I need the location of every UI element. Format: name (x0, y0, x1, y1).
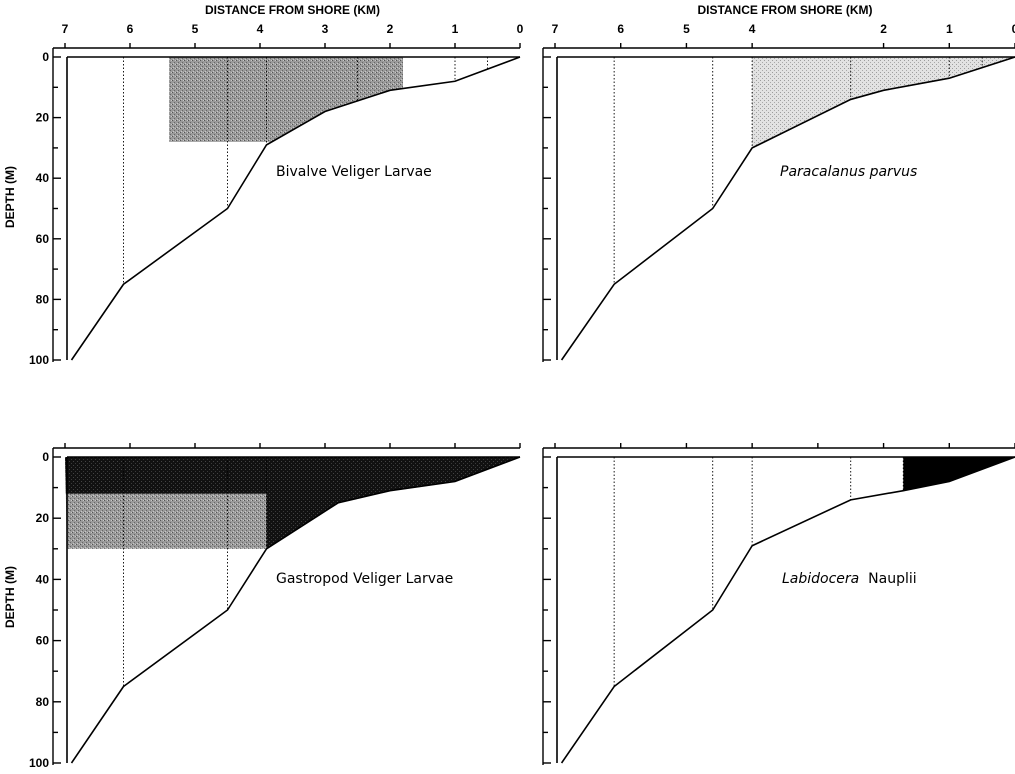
y-tick-label: 80 (36, 292, 50, 306)
x-tick-label: 0 (517, 22, 524, 36)
species-label: Gastropod Veliger Larvae (276, 571, 453, 587)
x-tick-label: 6 (127, 22, 134, 36)
y-axis-title: DEPTH (M) (3, 566, 17, 628)
seafloor-profile (560, 56, 1015, 361)
x-tick-label: 7 (552, 22, 559, 36)
y-tick-label: 80 (36, 695, 50, 709)
x-tick-label: 1 (946, 22, 953, 36)
y-tick-label: 100 (29, 756, 49, 770)
x-tick-label: 5 (192, 22, 199, 36)
y-tick-label: 0 (42, 50, 49, 64)
x-axis-title: DISTANCE FROM SHORE (KM) (205, 3, 380, 17)
panel-top-left: 7 6 5 4 3 2 1 0 DISTANCE FROM SHORE (KM) 0 20 40 60 8… (3, 3, 524, 367)
x-axis-title: DISTANCE FROM SHORE (KM) (697, 3, 872, 17)
x-tick-label: 2 (880, 22, 887, 36)
x-tick-label: 1 (452, 22, 459, 36)
y-tick-label: 60 (36, 634, 50, 648)
x-tick-label: 4 (749, 22, 756, 36)
abundance-region-black (903, 457, 1015, 491)
x-tick-label: 5 (683, 22, 690, 36)
abundance-region-light (752, 57, 1015, 148)
x-tick-label: 0 (1012, 22, 1015, 36)
x-tick-label: 6 (617, 22, 624, 36)
x-tick-label: 2 (387, 22, 394, 36)
species-label: Labidocera Nauplii (782, 571, 917, 587)
y-axis-title: DEPTH (M) (3, 166, 17, 228)
y-tick-label: 40 (36, 572, 50, 586)
seafloor-profile (560, 456, 1015, 764)
y-tick-label: 60 (36, 232, 50, 246)
y-tick-label: 40 (36, 171, 50, 185)
x-tick-label: 3 (322, 22, 329, 36)
abundance-region-medium (169, 57, 403, 142)
x-tick-label: 7 (62, 22, 69, 36)
panel-bottom-left: 0 20 40 60 80 100 DEPTH (M) Gastropod Veliger L… (3, 443, 521, 770)
panel-top-right: 7 6 5 4 2 1 0 DISTANCE FROM SHORE (KM) Paracalan… (542, 3, 1015, 362)
y-tick-label: 20 (36, 511, 50, 525)
seafloor-profile (70, 456, 521, 764)
y-tick-label: 100 (29, 353, 49, 367)
x-tick-label: 4 (257, 22, 264, 36)
y-tick-label: 0 (42, 450, 49, 464)
y-tick-label: 20 (36, 111, 50, 125)
species-label: Paracalanus parvus (780, 164, 917, 180)
species-label: Bivalve Veliger Larvae (276, 164, 432, 180)
seafloor-profile (70, 56, 521, 361)
panel-bottom-right: Labidocera Nauplii (542, 443, 1015, 765)
